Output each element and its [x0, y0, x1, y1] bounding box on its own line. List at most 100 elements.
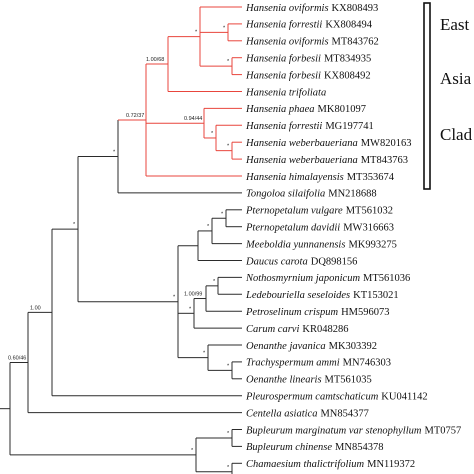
support-value-n_16_18: 1.00/99 — [184, 292, 202, 298]
east-asia-clade-annotation: East Asia Clad — [423, 2, 473, 190]
taxon-label: Pternopetalum davidii MW316663 — [245, 223, 394, 234]
taxon-accession: MN218688 — [328, 189, 376, 200]
taxon-name: Pternopetalum davidii — [245, 223, 340, 234]
support-value-n_12_14: * — [207, 224, 210, 230]
taxon-accession: MN746303 — [343, 358, 391, 369]
support-value-n_21_22: * — [227, 363, 230, 369]
taxon-name: Meeboldia yunnanensis — [245, 239, 345, 250]
taxon-name: Ledebouriella seseloides — [245, 290, 350, 301]
clade-label-line-2: Asia — [440, 69, 472, 88]
taxon-accession: KU041142 — [381, 392, 427, 403]
taxon-name: Daucus carota — [245, 256, 308, 267]
taxon-label: Centella asiatica MN854377 — [246, 408, 369, 419]
support-values: * * * 1.00/68 * * 0.94/44 0.72/37 * * * * 1.00/99 * * *… — [8, 25, 230, 470]
support-value-n_3_4: * — [227, 59, 230, 65]
support-value-n_16_17: * — [213, 279, 216, 285]
clade-label-line-1: East — [440, 15, 470, 34]
taxon-label: Hansenia forbesii MT834935 — [245, 54, 371, 65]
taxon-label: Hansenia oviformis MT843762 — [245, 37, 379, 48]
support-value-n_16_19: * — [189, 306, 192, 312]
taxon-label: Hansenia himalayensis MT353674 — [245, 172, 395, 183]
taxon-accession: MT561035 — [325, 375, 372, 386]
taxon-label: Tongoloa silaifolia MN218688 — [246, 189, 377, 200]
taxon-accession: MT0757 — [424, 425, 461, 436]
taxon-name: Pleurospermum camtschaticum — [245, 392, 379, 403]
taxon-label: Hansenia oviformis KX808493 — [245, 3, 378, 14]
support-value-n_hansenia_tongoloa: * — [113, 149, 116, 155]
taxon-name: Hansenia forbesii — [245, 54, 321, 65]
taxon-accession: MG197741 — [325, 121, 373, 132]
taxon-label: Pternopetalum vulgare MT561032 — [245, 206, 393, 217]
support-value-n_hansenia_core: 1.00/68 — [146, 57, 164, 63]
taxon-accession: KX808494 — [325, 20, 372, 31]
taxon-accession: MK801097 — [318, 104, 366, 115]
taxon-name: Trachyspermum ammi — [246, 358, 340, 369]
taxon-name: Hansenia trifoliata — [245, 87, 326, 98]
taxon-name: Bupleurum marginatum var stenophyllum — [246, 425, 422, 436]
taxon-label: Ledebouriella seseloides KT153021 — [245, 290, 399, 301]
taxon-name: Oenanthe linearis — [246, 375, 322, 386]
taxon-accession: MT843763 — [361, 155, 408, 166]
taxon-label: Hansenia phaea MK801097 — [245, 104, 366, 115]
support-value-n_25_26: * — [227, 431, 230, 437]
support-value-n_27_28: * — [227, 465, 230, 471]
taxon-accession: MW820163 — [361, 138, 412, 149]
support-value-n_0_4: * — [195, 30, 198, 36]
taxon-label: Hansenia trifoliata — [245, 87, 326, 98]
support-value-n_hansenia: 0.72/37 — [126, 113, 144, 119]
taxon-accession: KT153021 — [353, 290, 399, 301]
taxon-name: Carum carvi — [246, 324, 299, 335]
taxon-label: Chamaesium thalictrifolium MN119372 — [246, 459, 415, 470]
taxon-accession: DQ898156 — [311, 256, 358, 267]
taxon-label: Bupleurum chinense MN854378 — [246, 442, 383, 453]
taxon-label: Bupleurum marginatum var stenophyllum MT0… — [246, 425, 461, 436]
taxon-accession: MW316663 — [343, 223, 394, 234]
taxon-label: Hansenia weberbaueriana MT843763 — [245, 155, 408, 166]
taxon-name: Hansenia phaea — [245, 104, 315, 115]
support-value-n_0_23: 1.00 — [30, 305, 41, 311]
taxon-accession: MT353674 — [347, 172, 395, 183]
support-value-n_12_13: * — [221, 211, 224, 217]
taxon-name: Bupleurum chinense — [246, 442, 332, 453]
taxon-label: Hansenia forrestii KX808494 — [245, 20, 373, 31]
taxon-name: Hansenia himalayensis — [245, 172, 344, 183]
taxon-label: Carum carvi KR048286 — [246, 324, 348, 335]
support-value-n_1_2: * — [223, 25, 226, 31]
taxon-accession: HM596073 — [341, 307, 389, 318]
taxon-label: Hansenia forbesii KX808492 — [245, 70, 371, 81]
support-value-n_25_28: * — [191, 448, 194, 454]
taxon-accession: MT561032 — [346, 206, 393, 217]
taxon-accession: MK993275 — [348, 239, 396, 250]
support-value-n_20_22: * — [203, 351, 206, 357]
support-value-n_0_24: 0.60/46 — [8, 355, 26, 361]
support-value-n_8_9: * — [227, 144, 230, 150]
taxon-name: Hansenia oviformis — [245, 37, 329, 48]
taxon-name: Hansenia forrestii — [245, 121, 322, 132]
taxon-accession: KX808493 — [332, 3, 379, 14]
taxon-accession: MT843762 — [332, 37, 379, 48]
taxon-label: Nothosmyrnium japonicum MT561036 — [245, 273, 410, 284]
support-value-n_0_22: * — [73, 222, 76, 228]
taxon-name: Hansenia forrestii — [245, 20, 322, 31]
taxon-accession: MT834935 — [324, 54, 371, 65]
taxon-accession: MN854378 — [335, 442, 383, 453]
taxon-label: Meeboldia yunnanensis MK993275 — [245, 239, 397, 250]
taxon-name: Petroselinum crispum — [245, 307, 338, 318]
taxon-name: Pternopetalum vulgare — [245, 206, 343, 217]
taxon-name: Oenanthe javanica — [246, 341, 326, 352]
support-value-n_7_8: * — [211, 131, 214, 137]
taxon-name: Tongoloa silaifolia — [246, 189, 325, 200]
support-value-n_6_9: 0.94/44 — [184, 116, 202, 122]
taxon-label: Oenanthe linearis MT561035 — [246, 375, 372, 386]
taxon-label: Hansenia weberbaueriana MW820163 — [245, 138, 411, 149]
taxon-accession: MK303392 — [329, 341, 377, 352]
taxon-name: Hansenia forbesii — [245, 70, 321, 81]
taxon-name: Chamaesium thalictrifolium — [246, 459, 365, 470]
taxon-label: Pleurospermum camtschaticum KU041142 — [245, 392, 428, 403]
taxon-label: Trachyspermum ammi MN746303 — [246, 358, 391, 369]
taxon-accession: KX808492 — [324, 70, 371, 81]
support-value-n_12_22: * — [173, 295, 176, 301]
taxon-name: Centella asiatica — [246, 408, 317, 419]
clade-label-line-3: Clad — [440, 125, 473, 144]
